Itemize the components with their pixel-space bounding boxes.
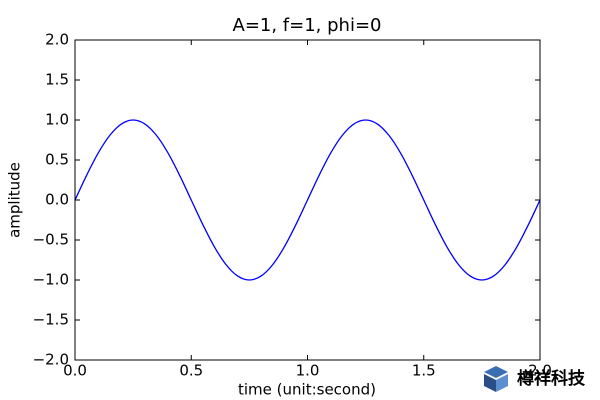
y-tick-label: −1.5 [33, 311, 69, 329]
y-tick-label: −2.0 [33, 351, 69, 369]
x-tick-label: 0.0 [63, 362, 87, 380]
x-tick-label: 1.5 [412, 362, 436, 380]
watermark: 樽祥科技 [517, 368, 586, 389]
data-line [74, 119, 541, 281]
x-axis-label: time (unit:second) [238, 381, 376, 399]
y-tick-label: 1.5 [45, 71, 69, 89]
y-axis-label: amplitude [6, 162, 24, 238]
y-tick-label: −1.0 [33, 271, 69, 289]
chart-title: A=1, f=1, phi=0 [233, 15, 382, 36]
plot-frame [74, 39, 541, 361]
y-tick-label: 2.0 [45, 31, 69, 49]
watermark-logo [484, 366, 508, 392]
y-tick-label: 0.0 [45, 191, 69, 209]
x-tick-label: 2.0 [528, 362, 552, 380]
x-tick-label: 1.0 [296, 362, 320, 380]
x-tick-label: 0.5 [179, 362, 203, 380]
y-tick-label: 1.0 [45, 111, 69, 129]
y-tick-label: 0.5 [45, 151, 69, 169]
y-tick-label: −0.5 [33, 231, 69, 249]
